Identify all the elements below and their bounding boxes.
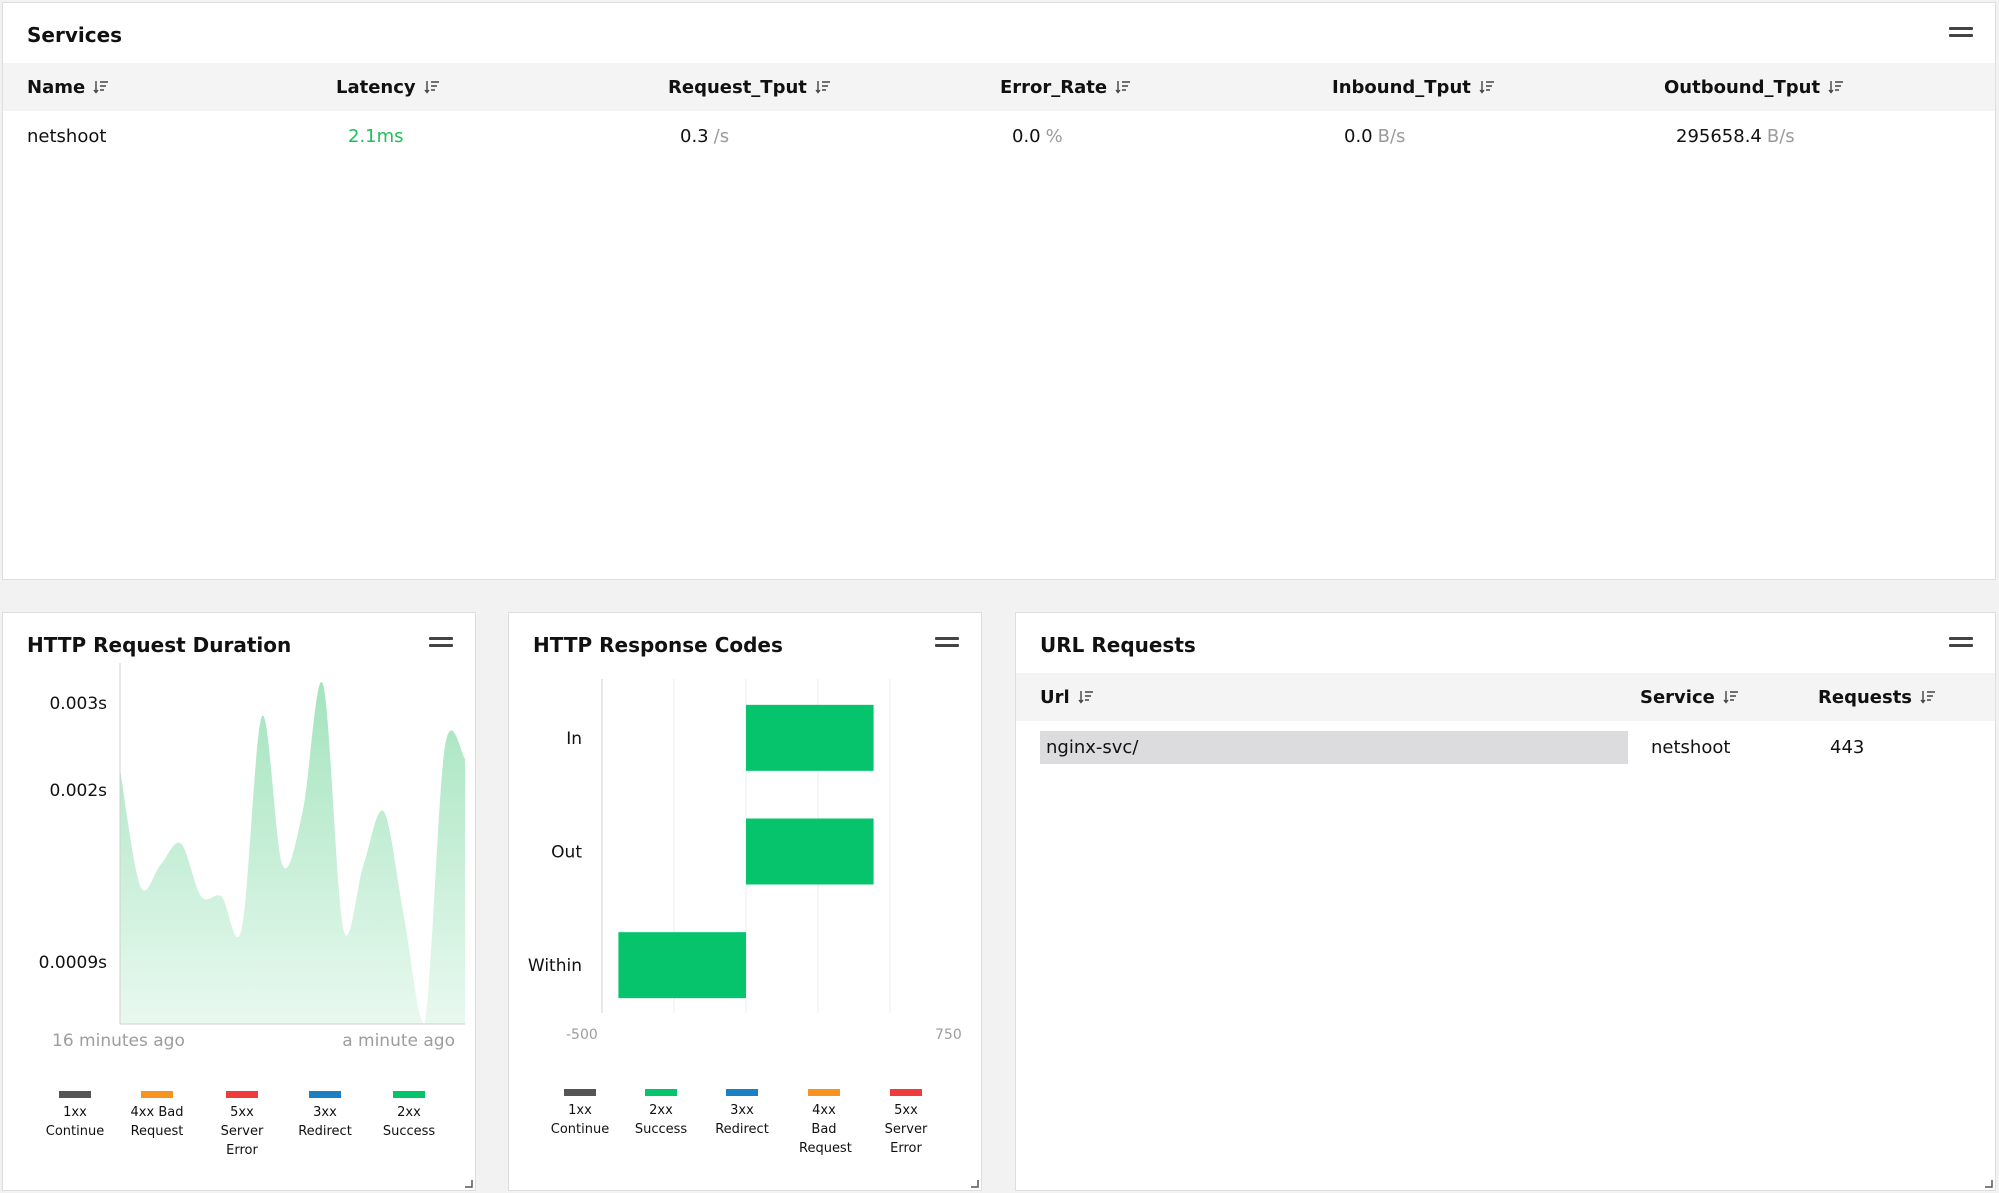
service-inbound-tput: 0.0 B/s (1344, 126, 1406, 147)
legend-item-5xx[interactable]: 5xx Server Error (866, 1089, 946, 1158)
resize-handle-icon[interactable] (1983, 1178, 1993, 1188)
sort-icon (1479, 81, 1494, 94)
column-header-requests[interactable]: Requests (1818, 673, 1936, 721)
sort-icon (815, 81, 830, 94)
service-request-tput: 0.3/s (680, 126, 730, 147)
services-table-header: Name Latency Request_Tput Error_Rate Inb… (3, 63, 1995, 111)
category-label-in: In (566, 729, 582, 749)
response-codes-title: HTTP Response Codes (533, 633, 783, 657)
legend-item-3xx[interactable]: 3xx Redirect (285, 1091, 365, 1141)
sort-icon (1828, 81, 1844, 94)
legend-item-5xx[interactable]: 5xx Server Error (201, 1091, 283, 1160)
request-duration-title: HTTP Request Duration (27, 633, 292, 657)
legend-item-1xx[interactable]: 1xx Continue (35, 1091, 115, 1141)
url-table-header: Url Service Requests (1016, 673, 1995, 721)
column-header-service[interactable]: Service (1640, 673, 1739, 721)
url-requests-panel: URL Requests Url Service Requests nginx-… (1015, 612, 1996, 1191)
services-menu-icon[interactable] (1949, 27, 1973, 39)
legend-item-2xx[interactable]: 2xx Success (621, 1089, 701, 1139)
services-panel: Services Name Latency Request_Tput Error… (2, 2, 1996, 580)
legend-item-1xx[interactable]: 1xx Continue (540, 1089, 620, 1139)
x-tick-label: 16 minutes ago (52, 1031, 185, 1051)
duration-area-2xx (120, 682, 465, 1024)
sort-icon (1115, 81, 1131, 94)
url-requests-title: URL Requests (1040, 633, 1196, 657)
service-name[interactable]: netshoot (27, 126, 107, 147)
legend-item-4xx[interactable]: 4xx Bad Request (117, 1091, 197, 1141)
url-requests-cell: 443 (1830, 737, 1865, 758)
column-header-name[interactable]: Name (27, 63, 109, 111)
bar-out (746, 818, 874, 885)
bar-within (618, 932, 746, 999)
legend-item-2xx[interactable]: 2xx Success (369, 1091, 449, 1141)
sort-icon (1078, 691, 1093, 704)
y-tick-label: 0.003s (49, 694, 107, 714)
x-tick-label: a minute ago (342, 1031, 455, 1051)
x-tick-label: -500 (566, 1027, 598, 1043)
url-table-row[interactable]: nginx-svc/ netshoot 443 (1016, 731, 1995, 765)
sort-icon (1920, 691, 1936, 704)
column-header-request-tput[interactable]: Request_Tput (668, 63, 831, 111)
request-duration-panel: HTTP Request Duration 0.003s 0.002s 0.00… (2, 612, 476, 1191)
service-error-rate: 0.0% (1012, 126, 1063, 147)
services-table-row[interactable]: netshoot 2.1ms 0.3/s 0.0% 0.0 B/s 295658.… (3, 123, 1995, 153)
url-requests-menu-icon[interactable] (1949, 637, 1973, 649)
service-latency: 2.1ms (348, 126, 404, 147)
response-codes-panel: HTTP Response Codes In Out Within -500 750… (508, 612, 982, 1191)
response-codes-menu-icon[interactable] (935, 637, 959, 649)
url-service-cell: netshoot (1651, 737, 1731, 758)
column-header-inbound-tput[interactable]: Inbound_Tput (1332, 63, 1495, 111)
service-outbound-tput: 295658.4 B/s (1676, 126, 1795, 147)
column-header-error-rate[interactable]: Error_Rate (1000, 63, 1131, 111)
category-label-out: Out (551, 843, 582, 863)
sort-icon (424, 81, 439, 94)
y-tick-label: 0.0009s (38, 953, 107, 973)
column-header-outbound-tput[interactable]: Outbound_Tput (1664, 63, 1844, 111)
legend-item-4xx[interactable]: 4xx Bad Request (784, 1089, 864, 1158)
sort-icon (93, 81, 109, 94)
y-tick-label: 0.002s (49, 781, 107, 801)
request-duration-chart (119, 663, 465, 1025)
resize-handle-icon[interactable] (969, 1178, 979, 1188)
resize-handle-icon[interactable] (463, 1178, 473, 1188)
legend-item-3xx[interactable]: 3xx Redirect (702, 1089, 782, 1139)
bar-in (746, 704, 874, 771)
column-header-latency[interactable]: Latency (336, 63, 440, 111)
x-tick-label: 750 (935, 1027, 962, 1043)
request-duration-menu-icon[interactable] (429, 637, 453, 649)
response-codes-chart: In Out Within (528, 679, 891, 1013)
column-header-url[interactable]: Url (1040, 673, 1094, 721)
url-cell[interactable]: nginx-svc/ (1040, 731, 1628, 764)
sort-icon (1723, 691, 1738, 704)
services-title: Services (27, 23, 123, 47)
category-label-within: Within (528, 956, 582, 976)
